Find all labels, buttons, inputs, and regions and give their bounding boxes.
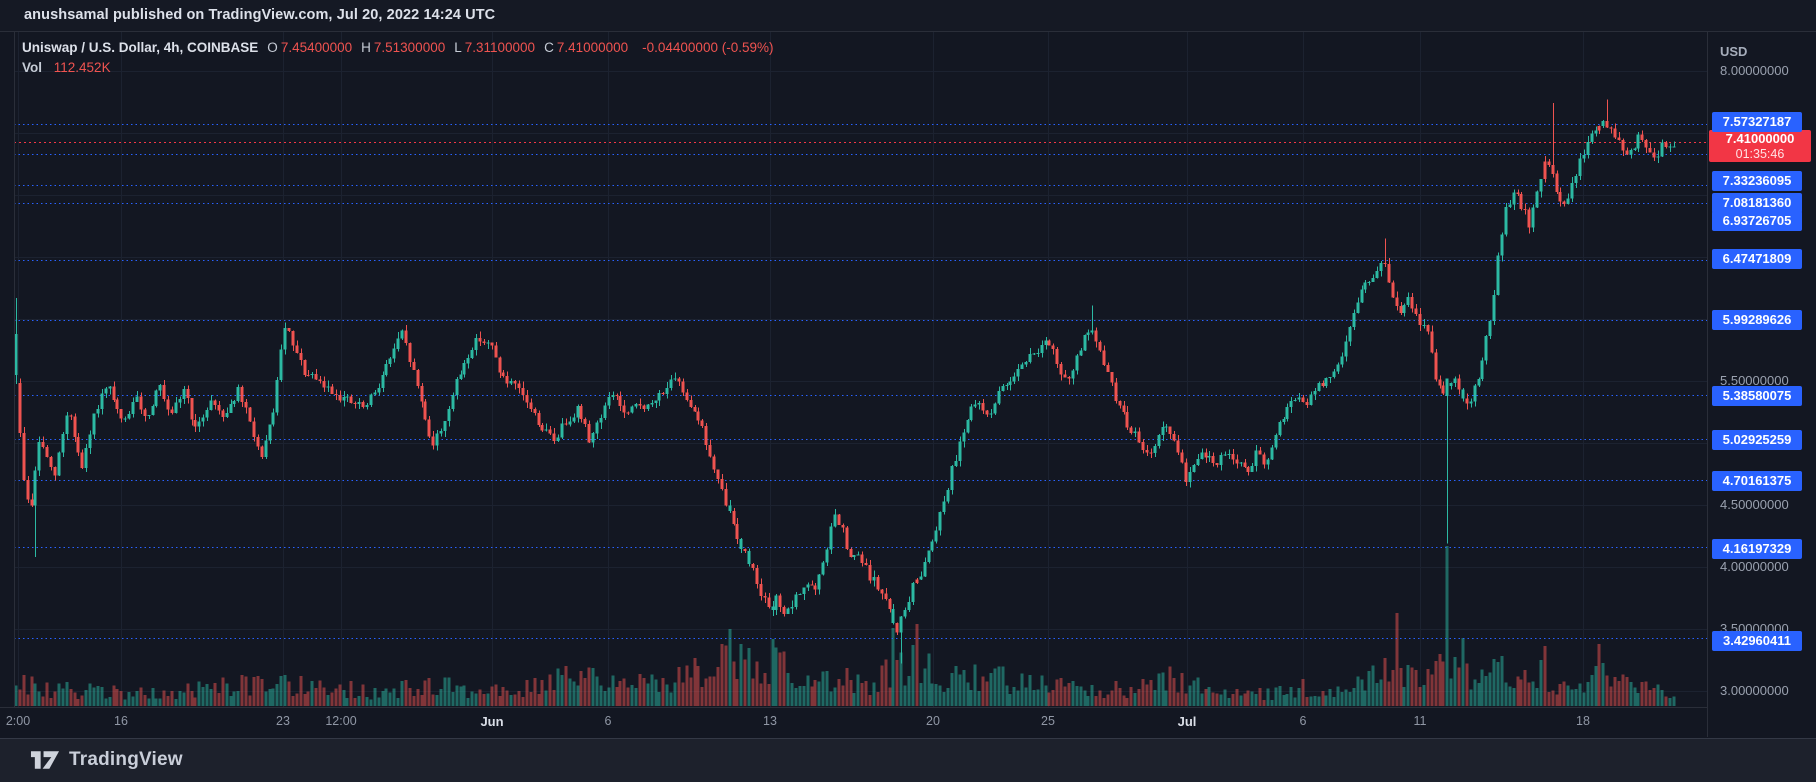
time-axis-border xyxy=(0,707,1816,708)
time-tick-13: 13 xyxy=(763,714,777,728)
price-change: -0.04400000 (-0.59%) xyxy=(642,40,774,55)
bottom-bar: TradingView xyxy=(0,738,1816,782)
time-tick-jun: Jun xyxy=(480,714,504,729)
time-tick-11: 11 xyxy=(1413,714,1427,728)
price-tick: 4.50000000 xyxy=(1720,497,1789,512)
price-tick: 4.00000000 xyxy=(1720,559,1789,574)
published-bar: anushsamal published on TradingView.com,… xyxy=(0,0,1816,32)
price-tick: 3.00000000 xyxy=(1720,683,1789,698)
current-price-value: 7.41000000 xyxy=(1725,131,1795,146)
time-tick-25: 25 xyxy=(1041,714,1055,728)
alert-level-label: 5.99289626 xyxy=(1712,310,1802,330)
time-tick-jul: Jul xyxy=(1177,714,1197,729)
chart-legend: Uniswap / U.S. Dollar, 4h, COINBASE O 7.45… xyxy=(22,40,776,75)
ohlc-value-C: 7.41000000 xyxy=(556,40,629,55)
alert-level-label: 4.16197329 xyxy=(1712,539,1802,559)
price-tick: 8.00000000 xyxy=(1720,63,1789,78)
alert-level-label: 5.02925259 xyxy=(1712,430,1802,450)
alert-level-label: 5.38580075 xyxy=(1712,386,1802,406)
time-tick-18: 18 xyxy=(1576,714,1590,728)
alert-level-lines xyxy=(14,124,1707,639)
chart-canvas[interactable] xyxy=(14,32,1707,707)
volume-value: 112.452K xyxy=(53,60,111,75)
bar-countdown: 01:35:46 xyxy=(1735,147,1785,161)
alert-level-label: 3.42960411 xyxy=(1712,631,1802,651)
time-axis[interactable]: 2:00 16 23 12:00 Jun 6 13 20 25 Jul 6 11 18 xyxy=(6,708,1707,737)
chart-left-border xyxy=(14,32,15,707)
volume-label: Vol xyxy=(22,60,42,75)
current-price-label: 7.41000000 01:35:46 xyxy=(1709,130,1811,162)
ohlc-key-O: O xyxy=(267,40,278,55)
alert-level-label: 7.08181360 xyxy=(1712,193,1802,213)
symbol-title[interactable]: Uniswap / U.S. Dollar, 4h, COINBASE xyxy=(22,40,259,55)
ohlc-value-H: 7.51300000 xyxy=(373,40,446,55)
ohlc-value-O: 7.45400000 xyxy=(280,40,353,55)
alert-level-label: 6.47471809 xyxy=(1712,249,1802,269)
volume-bars xyxy=(14,546,1676,706)
grid xyxy=(14,32,1707,707)
tradingview-logo[interactable]: TradingView xyxy=(30,749,183,771)
time-tick-6: 6 xyxy=(604,714,612,728)
price-tick: 5.50000000 xyxy=(1720,373,1789,388)
price-axis[interactable]: USD 7.41000000 01:35:46 8.00000000 5.5000… xyxy=(1708,32,1816,737)
ohlc-key-L: L xyxy=(454,40,462,55)
time-tick-16: 16 xyxy=(114,714,128,728)
ohlc-value-L: 7.31100000 xyxy=(464,40,536,55)
candlesticks xyxy=(14,99,1676,664)
time-tick-6: 6 xyxy=(1299,714,1307,728)
alert-level-label: 4.70161375 xyxy=(1712,471,1802,491)
published-text: anushsamal published on TradingView.com,… xyxy=(24,7,496,23)
price-axis-border xyxy=(1707,32,1708,737)
tradingview-logo-icon xyxy=(30,750,60,769)
time-tick-200: 2:00 xyxy=(5,714,31,728)
alert-level-label: 7.33236095 xyxy=(1712,171,1802,191)
time-tick-23: 23 xyxy=(276,714,290,728)
time-tick-1200: 12:00 xyxy=(325,714,357,728)
time-tick-20: 20 xyxy=(926,714,940,728)
ohlc-key-C: C xyxy=(544,40,554,55)
ohlc-key-H: H xyxy=(361,40,371,55)
alert-level-label: 7.57327187 xyxy=(1712,112,1802,132)
tradingview-wordmark: TradingView xyxy=(69,749,183,770)
axis-currency-label: USD xyxy=(1720,44,1748,59)
alert-level-label: 6.93726705 xyxy=(1712,211,1802,231)
